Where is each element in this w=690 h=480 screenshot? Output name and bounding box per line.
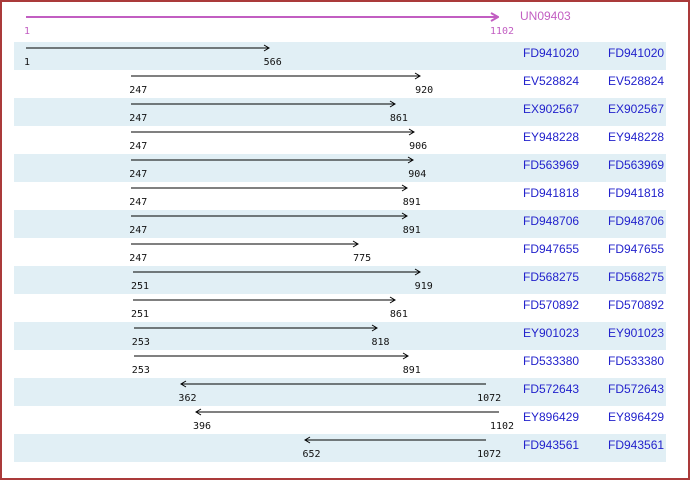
end-position: 920	[415, 85, 434, 96]
accession-label[interactable]: FD941818	[523, 186, 580, 200]
accession-label[interactable]: FD563969	[523, 158, 580, 172]
row-stripe	[14, 154, 666, 182]
alignment-arrow-forward	[131, 156, 415, 164]
row-stripe	[14, 210, 666, 238]
row-stripe	[14, 266, 666, 294]
reference-end: 1102	[489, 26, 515, 37]
alignment-arrow-reverse	[194, 408, 499, 416]
accession-label[interactable]: FD568275	[523, 270, 580, 284]
start-position: 396	[192, 421, 212, 432]
accession-label[interactable]: FD947655	[523, 242, 580, 256]
accession-label-2[interactable]: FD948706	[608, 214, 665, 228]
alignment-arrow-forward	[132, 296, 396, 304]
alignment-arrow-forward	[131, 212, 409, 220]
end-position: 904	[408, 169, 427, 180]
start-position: 247	[129, 141, 148, 152]
accession-label[interactable]: EV528824	[523, 74, 580, 88]
reference-arrow	[26, 12, 499, 22]
start-position: 247	[129, 253, 148, 264]
accession-label-2[interactable]: FD572643	[608, 382, 665, 396]
alignment-arrow-reverse	[180, 380, 487, 388]
end-position: 891	[402, 197, 421, 208]
start-position: 247	[129, 113, 148, 124]
start-position: 253	[131, 337, 150, 348]
accession-label[interactable]: FD941020	[523, 46, 580, 60]
row-stripe	[14, 322, 666, 350]
start-position: 251	[130, 309, 149, 320]
accession-label-2[interactable]: EY948228	[608, 130, 665, 144]
alignment-arrow-forward	[132, 268, 421, 276]
accession-label-2[interactable]: EX902567	[608, 102, 665, 116]
row-stripe	[14, 98, 666, 126]
accession-label-2[interactable]: EY896429	[608, 410, 665, 424]
start-position: 253	[131, 365, 150, 376]
end-position: 861	[389, 113, 408, 124]
accession-label[interactable]: FD570892	[523, 298, 580, 312]
alignment-arrow-forward	[133, 352, 409, 360]
start-position: 251	[130, 281, 149, 292]
accession-label[interactable]: EY901023	[523, 326, 580, 340]
accession-label[interactable]: EX902567	[523, 102, 580, 116]
end-position: 861	[389, 309, 408, 320]
accession-label-2[interactable]: FD533380	[608, 354, 665, 368]
end-position: 775	[353, 253, 372, 264]
alignment-arrow-forward	[26, 44, 270, 52]
alignment-arrow-forward	[131, 72, 422, 80]
accession-label-2[interactable]: FD568275	[608, 270, 665, 284]
reference-name: UN09403	[520, 9, 571, 23]
alignment-arrow-forward	[131, 128, 416, 136]
start-position: 1	[24, 57, 31, 68]
reference-start: 1	[24, 26, 31, 37]
accession-label-2[interactable]: FD563969	[608, 158, 665, 172]
accession-label-2[interactable]: FD943561	[608, 438, 665, 452]
row-stripe	[14, 378, 666, 406]
row-stripe	[14, 434, 666, 462]
alignment-arrow-reverse	[304, 436, 487, 444]
row-stripe	[14, 42, 666, 70]
end-position: 906	[409, 141, 428, 152]
end-position: 1102	[489, 421, 515, 432]
start-position: 247	[129, 225, 148, 236]
accession-label-2[interactable]: FD941818	[608, 186, 665, 200]
accession-label-2[interactable]: EV528824	[608, 74, 665, 88]
start-position: 247	[129, 169, 148, 180]
accession-label[interactable]: FD533380	[523, 354, 580, 368]
end-position: 1072	[477, 449, 502, 460]
accession-label-2[interactable]: FD570892	[608, 298, 665, 312]
start-position: 652	[302, 449, 321, 460]
accession-label-2[interactable]: FD947655	[608, 242, 665, 256]
alignment-arrow-forward	[131, 100, 397, 108]
alignment-arrow-forward	[131, 240, 360, 248]
end-position: 818	[371, 337, 390, 348]
accession-label-2[interactable]: FD941020	[608, 46, 665, 60]
accession-label[interactable]: EY896429	[523, 410, 580, 424]
start-position: 362	[178, 393, 197, 404]
end-position: 891	[402, 225, 421, 236]
accession-label[interactable]: FD943561	[523, 438, 580, 452]
accession-label[interactable]: FD572643	[523, 382, 580, 396]
accession-label[interactable]: EY948228	[523, 130, 580, 144]
end-position: 891	[402, 365, 421, 376]
start-position: 247	[129, 85, 148, 96]
end-position: 566	[263, 57, 282, 68]
end-position: 1072	[477, 393, 502, 404]
end-position: 919	[414, 281, 433, 292]
alignment-arrow-forward	[133, 324, 378, 332]
start-position: 247	[129, 197, 148, 208]
accession-label-2[interactable]: EY901023	[608, 326, 665, 340]
alignment-arrow-forward	[131, 184, 409, 192]
accession-label[interactable]: FD948706	[523, 214, 580, 228]
